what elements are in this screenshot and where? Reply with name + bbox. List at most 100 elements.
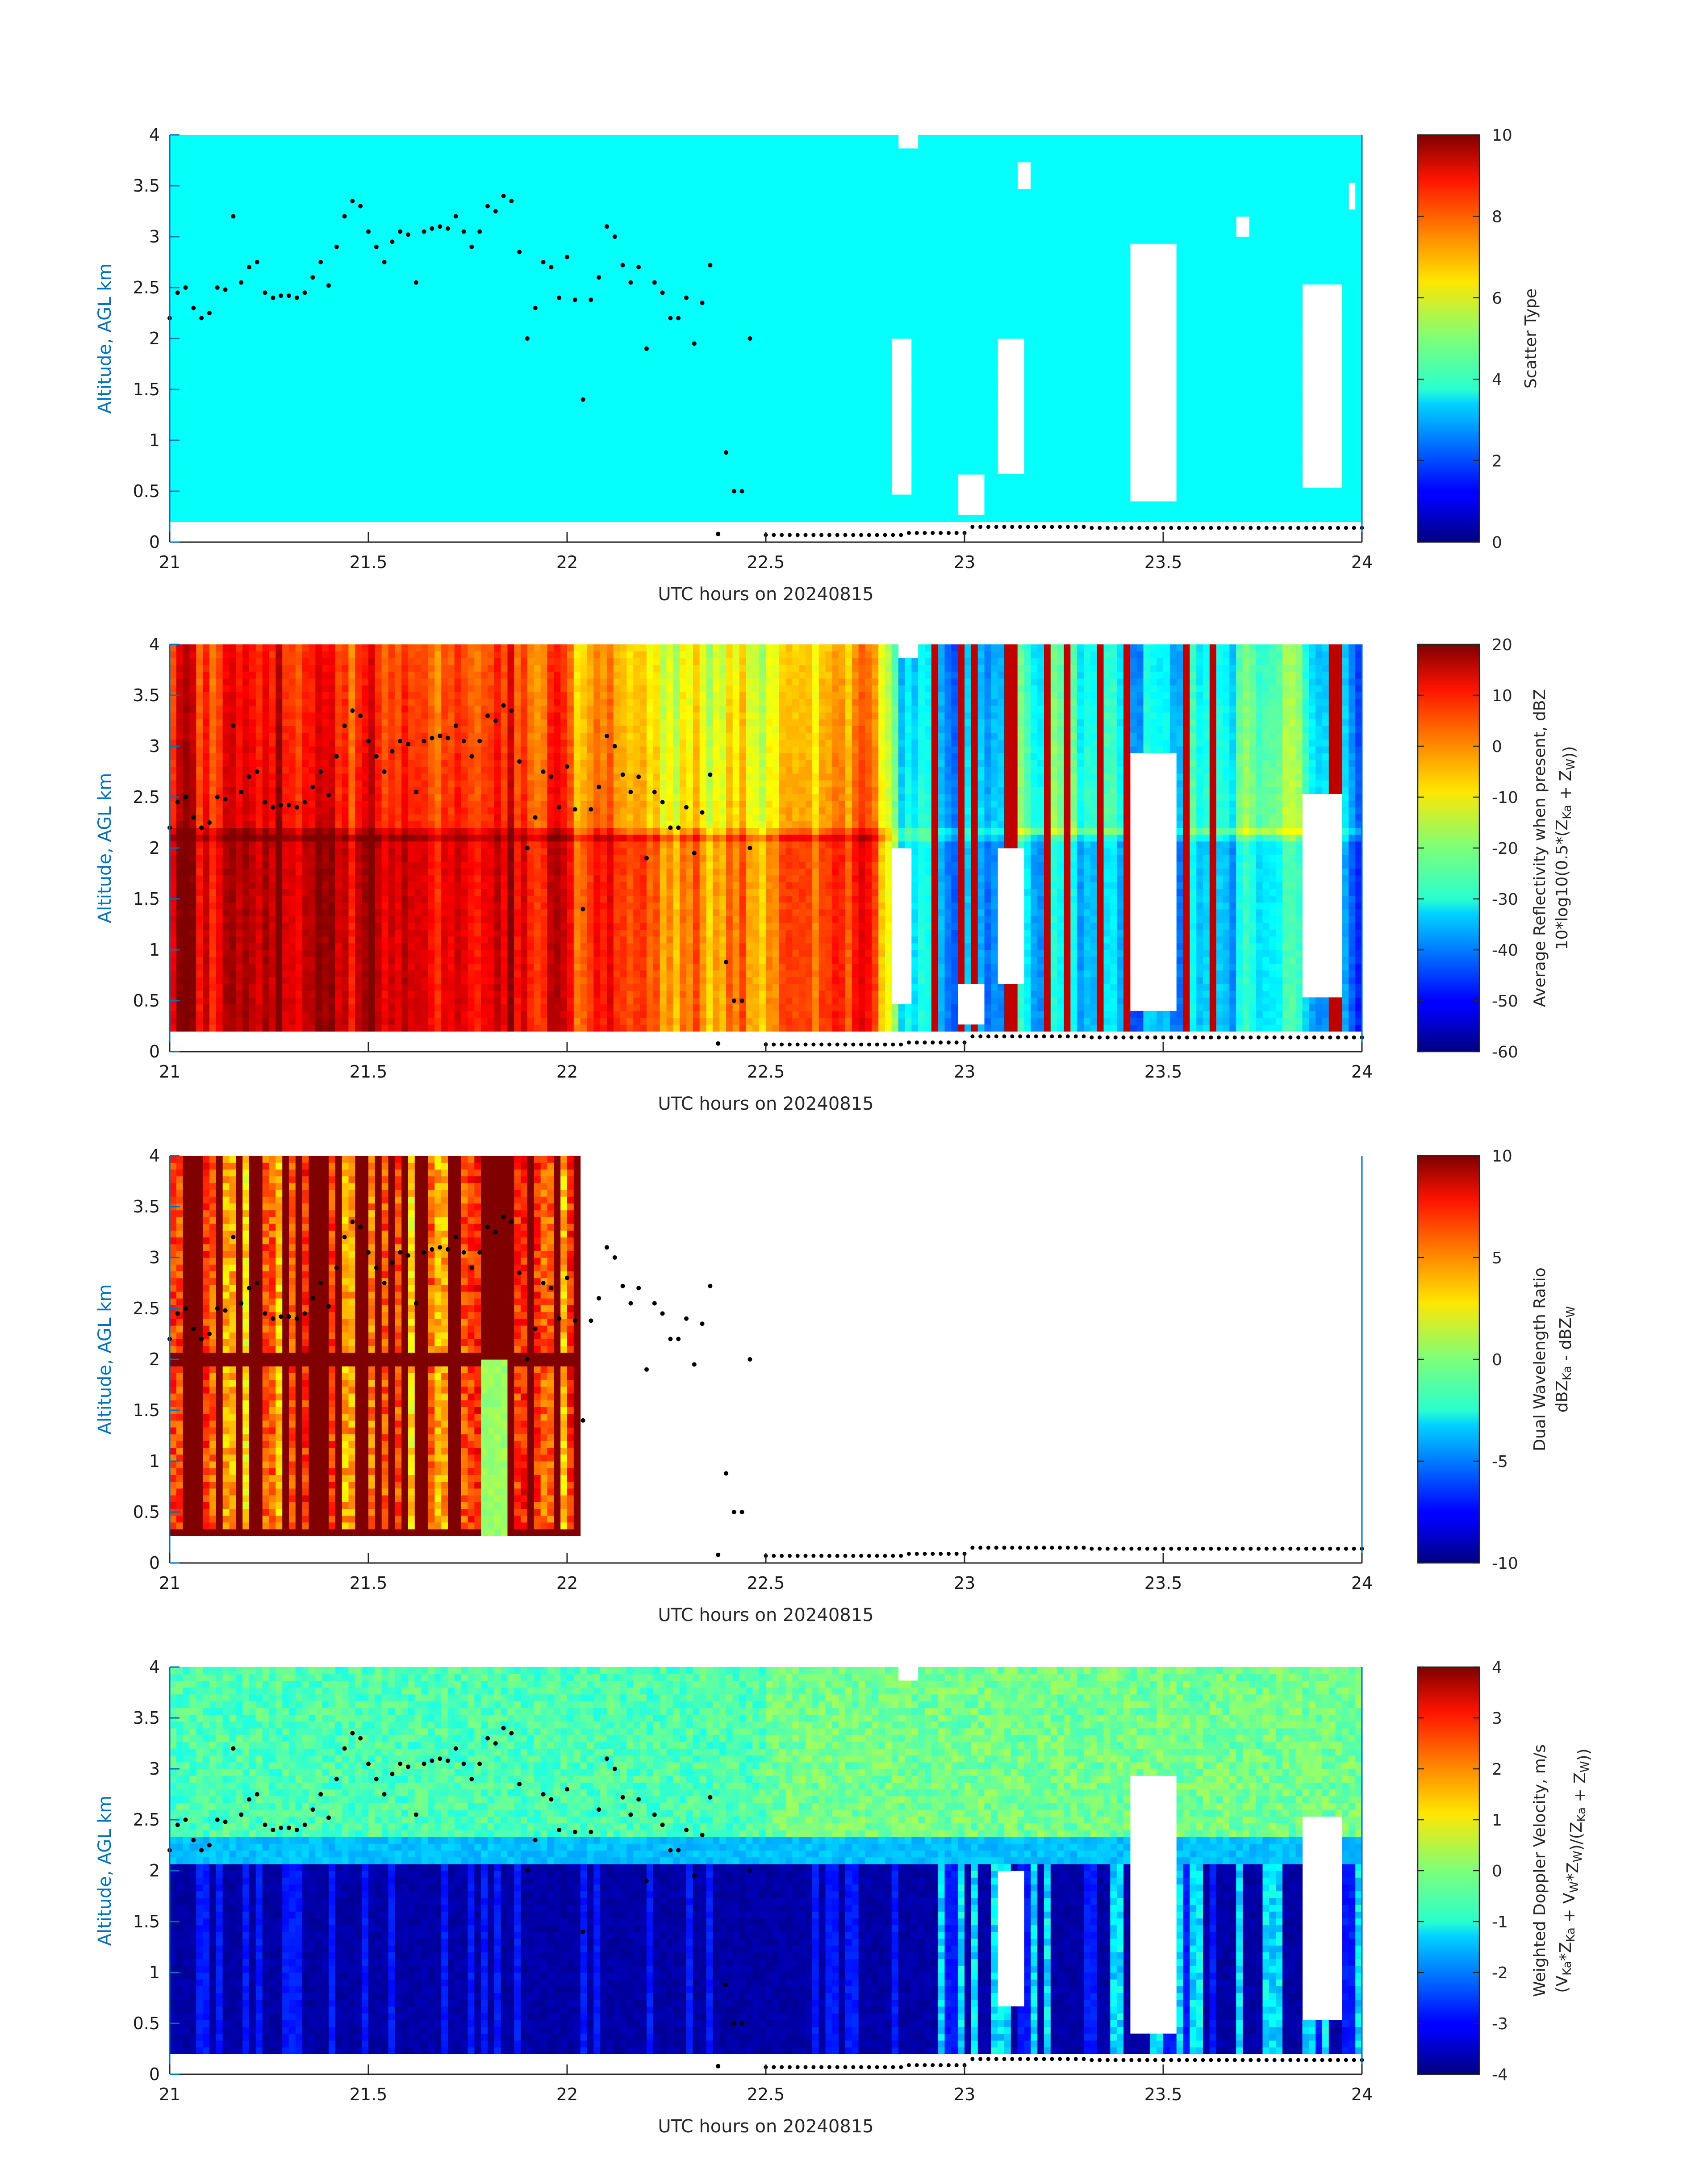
heatmap-cell bbox=[414, 203, 422, 210]
heatmap-cell bbox=[580, 440, 588, 447]
heatmap-cell bbox=[693, 297, 700, 305]
heatmap-cell bbox=[302, 305, 309, 312]
heatmap-cell bbox=[746, 365, 753, 373]
heatmap-cell bbox=[653, 454, 660, 461]
heatmap-cell bbox=[315, 501, 322, 509]
heatmap-cell bbox=[329, 494, 336, 502]
heatmap-cell bbox=[196, 481, 203, 488]
heatmap-cell bbox=[236, 481, 243, 488]
heatmap-cell bbox=[428, 454, 435, 461]
heatmap-cell bbox=[507, 515, 514, 522]
heatmap-cell bbox=[600, 237, 607, 244]
heatmap-cell bbox=[514, 209, 521, 217]
heatmap-cell bbox=[421, 175, 429, 183]
heatmap-cell bbox=[236, 325, 243, 332]
heatmap-cell bbox=[613, 460, 621, 468]
heatmap-cell bbox=[388, 345, 395, 352]
heatmap-cell bbox=[441, 175, 448, 183]
heatmap-cell bbox=[315, 291, 322, 298]
heatmap-cell bbox=[348, 271, 355, 278]
heatmap-cell bbox=[242, 142, 250, 149]
heatmap-cell bbox=[342, 237, 349, 244]
heatmap-cell bbox=[269, 460, 276, 468]
heatmap-cell bbox=[170, 413, 177, 420]
heatmap-cell bbox=[229, 338, 236, 346]
heatmap-cell bbox=[719, 297, 727, 305]
heatmap-cell bbox=[600, 148, 607, 156]
heatmap-cell bbox=[560, 263, 568, 271]
heatmap-cell bbox=[355, 501, 362, 509]
heatmap-cell bbox=[335, 338, 342, 346]
heatmap-cell bbox=[189, 216, 196, 224]
heatmap-cell bbox=[660, 277, 667, 284]
heatmap-cell bbox=[342, 426, 349, 434]
heatmap-cell bbox=[216, 155, 223, 163]
heatmap-cell bbox=[686, 331, 693, 339]
heatmap-cell bbox=[739, 230, 747, 237]
heatmap-cell bbox=[388, 406, 395, 414]
heatmap-cell bbox=[507, 271, 514, 278]
heatmap-cell bbox=[587, 386, 594, 393]
heatmap-cell bbox=[176, 311, 184, 318]
heatmap-cell bbox=[593, 169, 601, 176]
heatmap-cell bbox=[454, 488, 462, 495]
heatmap-cell bbox=[514, 135, 521, 142]
heatmap-cell bbox=[626, 305, 634, 312]
heatmap-cell bbox=[647, 399, 654, 407]
heatmap-cell bbox=[666, 325, 673, 332]
heatmap-cell bbox=[593, 399, 601, 407]
heatmap-cell bbox=[335, 379, 342, 386]
heatmap-cell bbox=[673, 148, 680, 156]
heatmap-cell bbox=[573, 325, 581, 332]
heatmap-cell bbox=[468, 169, 475, 176]
heatmap-cell bbox=[461, 223, 468, 230]
heatmap-cell bbox=[295, 406, 303, 414]
heatmap-cell bbox=[706, 420, 713, 427]
heatmap-cell bbox=[560, 230, 568, 237]
heatmap-cell bbox=[686, 291, 693, 298]
heatmap-cell bbox=[329, 433, 336, 441]
heatmap-cell bbox=[401, 142, 409, 149]
heatmap-cell bbox=[507, 291, 514, 298]
heatmap-cell bbox=[732, 263, 740, 271]
heatmap-cell bbox=[448, 331, 455, 339]
heatmap-cell bbox=[269, 243, 276, 251]
heatmap-cell bbox=[342, 508, 349, 515]
heatmap-cell bbox=[633, 148, 640, 156]
heatmap-cell bbox=[580, 189, 588, 196]
heatmap-cell bbox=[547, 393, 554, 400]
heatmap-cell bbox=[434, 386, 442, 393]
heatmap-cell bbox=[322, 515, 329, 522]
heatmap-cell bbox=[706, 230, 713, 237]
heatmap-cell bbox=[640, 379, 647, 386]
heatmap-cell bbox=[600, 393, 607, 400]
heatmap-cell bbox=[276, 359, 283, 366]
heatmap-cell bbox=[719, 345, 727, 352]
heatmap-cell bbox=[375, 216, 382, 224]
heatmap-cell bbox=[236, 508, 243, 515]
heatmap-cell bbox=[540, 379, 548, 386]
heatmap-cell bbox=[534, 263, 541, 271]
heatmap-cell bbox=[315, 481, 322, 488]
heatmap-cell bbox=[660, 284, 667, 292]
heatmap-cell bbox=[282, 372, 289, 380]
heatmap-cell bbox=[547, 243, 554, 251]
heatmap-cell bbox=[746, 440, 753, 447]
heatmap-cell bbox=[428, 284, 435, 292]
heatmap-cell bbox=[401, 243, 409, 251]
heatmap-cell bbox=[626, 237, 634, 244]
heatmap-cell bbox=[381, 162, 389, 169]
heatmap-cell bbox=[640, 426, 647, 434]
heatmap-cell bbox=[262, 230, 270, 237]
heatmap-cell bbox=[196, 331, 203, 339]
heatmap-cell bbox=[732, 365, 740, 373]
heatmap-cell bbox=[481, 393, 488, 400]
heatmap-cell bbox=[640, 305, 647, 312]
heatmap-cell bbox=[395, 508, 402, 515]
heatmap-cell bbox=[554, 284, 561, 292]
heatmap-cell bbox=[686, 386, 693, 393]
heatmap-cell bbox=[468, 406, 475, 414]
heatmap-cell bbox=[309, 318, 316, 326]
heatmap-cell bbox=[660, 216, 667, 224]
heatmap-cell bbox=[560, 297, 568, 305]
